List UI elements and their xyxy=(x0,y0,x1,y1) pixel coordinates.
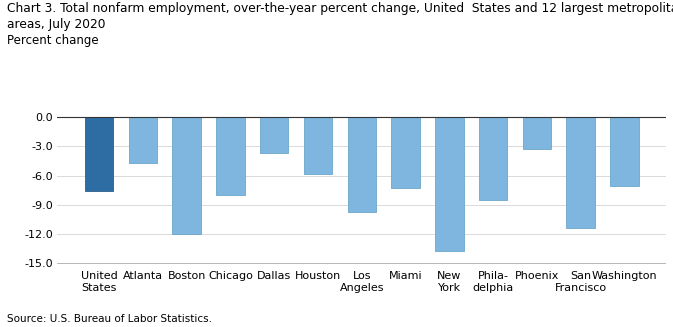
Bar xyxy=(391,117,420,188)
Bar xyxy=(172,117,201,234)
Text: Chart 3. Total nonfarm employment, over-the-year percent change, United  States : Chart 3. Total nonfarm employment, over-… xyxy=(7,2,673,15)
Bar xyxy=(304,117,332,174)
Bar xyxy=(479,117,507,200)
Text: Percent change: Percent change xyxy=(7,34,98,47)
Bar xyxy=(216,117,245,195)
Bar xyxy=(523,117,551,149)
Text: areas, July 2020: areas, July 2020 xyxy=(7,18,105,31)
Bar xyxy=(435,117,464,250)
Bar xyxy=(129,117,157,163)
Bar xyxy=(610,117,639,186)
Text: Source: U.S. Bureau of Labor Statistics.: Source: U.S. Bureau of Labor Statistics. xyxy=(7,314,212,324)
Bar xyxy=(85,117,113,191)
Bar xyxy=(347,117,376,212)
Bar xyxy=(260,117,289,153)
Bar xyxy=(567,117,595,228)
